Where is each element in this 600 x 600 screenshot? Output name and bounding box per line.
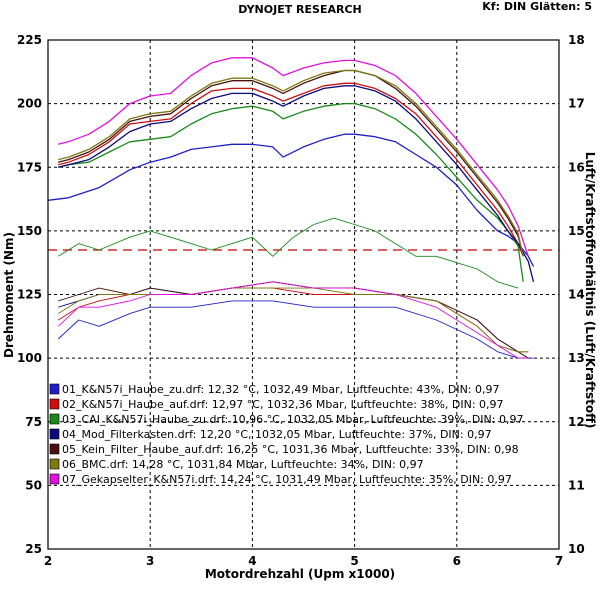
legend-entry: 02_K&N57i_Haube_auf.drf: 12,97 °C, 1032,… [62, 398, 504, 411]
y-axis-label-right: Luft/Kraftstoffverhältnis (Luft/Kraftsto… [583, 152, 597, 429]
legend-swatch [49, 458, 60, 470]
y-tick-label-left: 125 [17, 288, 42, 302]
y-tick-label-left: 75 [25, 415, 42, 429]
legend-swatch [49, 383, 60, 395]
series-4-torque-line [58, 85, 535, 282]
y-tick-label-right: 17 [568, 97, 585, 111]
chart-title: DYNOJET RESEARCH [238, 3, 361, 16]
legend-entry: 07_Gekapselter_K&N57i.drf: 14,24 °C, 103… [62, 473, 512, 486]
legend-entry: 04_Mod_Filterkasten.drf: 12,20 °C, 1032,… [62, 428, 492, 441]
y-tick-labels-right: 10 11 12 13 14 15 16 17 18 [568, 33, 585, 556]
series-group [47, 57, 535, 359]
series-6-afr-line [57, 287, 529, 353]
y-tick-label-left: 175 [17, 160, 42, 174]
y-axis-label-left: Drehmoment (Nm) [2, 232, 16, 358]
y-tick-label-right: 18 [568, 33, 585, 47]
series-1-afr-line [57, 300, 534, 359]
x-tick-label: 6 [453, 554, 461, 568]
y-tick-labels-left: 25 50 75 100 125 150 175 200 225 [17, 33, 42, 556]
series-2-torque-line [58, 82, 524, 257]
y-tick-label-right: 16 [568, 160, 585, 174]
legend-entry: 06_BMC.drf: 14,28 °C, 1031,84 Mbar, Luft… [62, 458, 424, 471]
y-tick-label-left: 50 [25, 478, 42, 492]
series-7-torque-line [58, 57, 529, 257]
y-tick-label-right: 14 [568, 288, 585, 302]
x-tick-label: 2 [44, 554, 52, 568]
series-3-afr-line [57, 217, 519, 289]
legend-swatch [49, 428, 60, 440]
chart-header-right: Kf: DIN Glätten: 5 [482, 0, 592, 13]
y-tick-label-left: 100 [17, 351, 42, 365]
x-tick-labels: 2 3 4 5 6 7 [44, 554, 563, 568]
y-tick-label-left: 200 [17, 97, 42, 111]
legend-swatch [49, 473, 60, 485]
y-tick-label-right: 11 [568, 478, 585, 492]
legend-swatch [49, 443, 60, 455]
y-tick-label-right: 10 [568, 542, 585, 556]
x-tick-label: 5 [350, 554, 358, 568]
legend-entry: 05_Kein_Filter_Haube_auf.drf: 16,25 °C, … [62, 443, 519, 456]
x-tick-label: 3 [146, 554, 154, 568]
legend-entry: 03_CAI_K&N57i_Haube_zu.drf: 10,96 °C, 10… [62, 413, 523, 426]
y-tick-label-right: 15 [568, 224, 585, 238]
y-tick-label-right: 13 [568, 351, 585, 365]
legend-swatch [49, 413, 60, 425]
y-tick-label-right: 12 [568, 415, 585, 429]
y-tick-label-left: 225 [17, 33, 42, 47]
series-5-torque-line [58, 69, 524, 257]
x-tick-label: 7 [555, 554, 563, 568]
series-6-torque-line [58, 69, 524, 257]
series-3-torque-line [58, 102, 524, 282]
x-axis-label: Motordrehzahl (Upm x1000) [205, 567, 395, 581]
y-tick-label-left: 25 [25, 542, 42, 556]
plot-frame [47, 39, 560, 550]
series-1-torque-line [47, 133, 535, 267]
legend: 01_K&N57i_Haube_zu.drf: 12,32 °C, 1032,4… [49, 383, 523, 486]
legend-entry: 01_K&N57i_Haube_zu.drf: 12,32 °C, 1032,4… [62, 383, 500, 396]
series-7-afr-line [57, 281, 529, 359]
x-tick-label: 4 [248, 554, 256, 568]
legend-swatch [49, 398, 60, 410]
y-tick-label-left: 150 [17, 224, 42, 238]
